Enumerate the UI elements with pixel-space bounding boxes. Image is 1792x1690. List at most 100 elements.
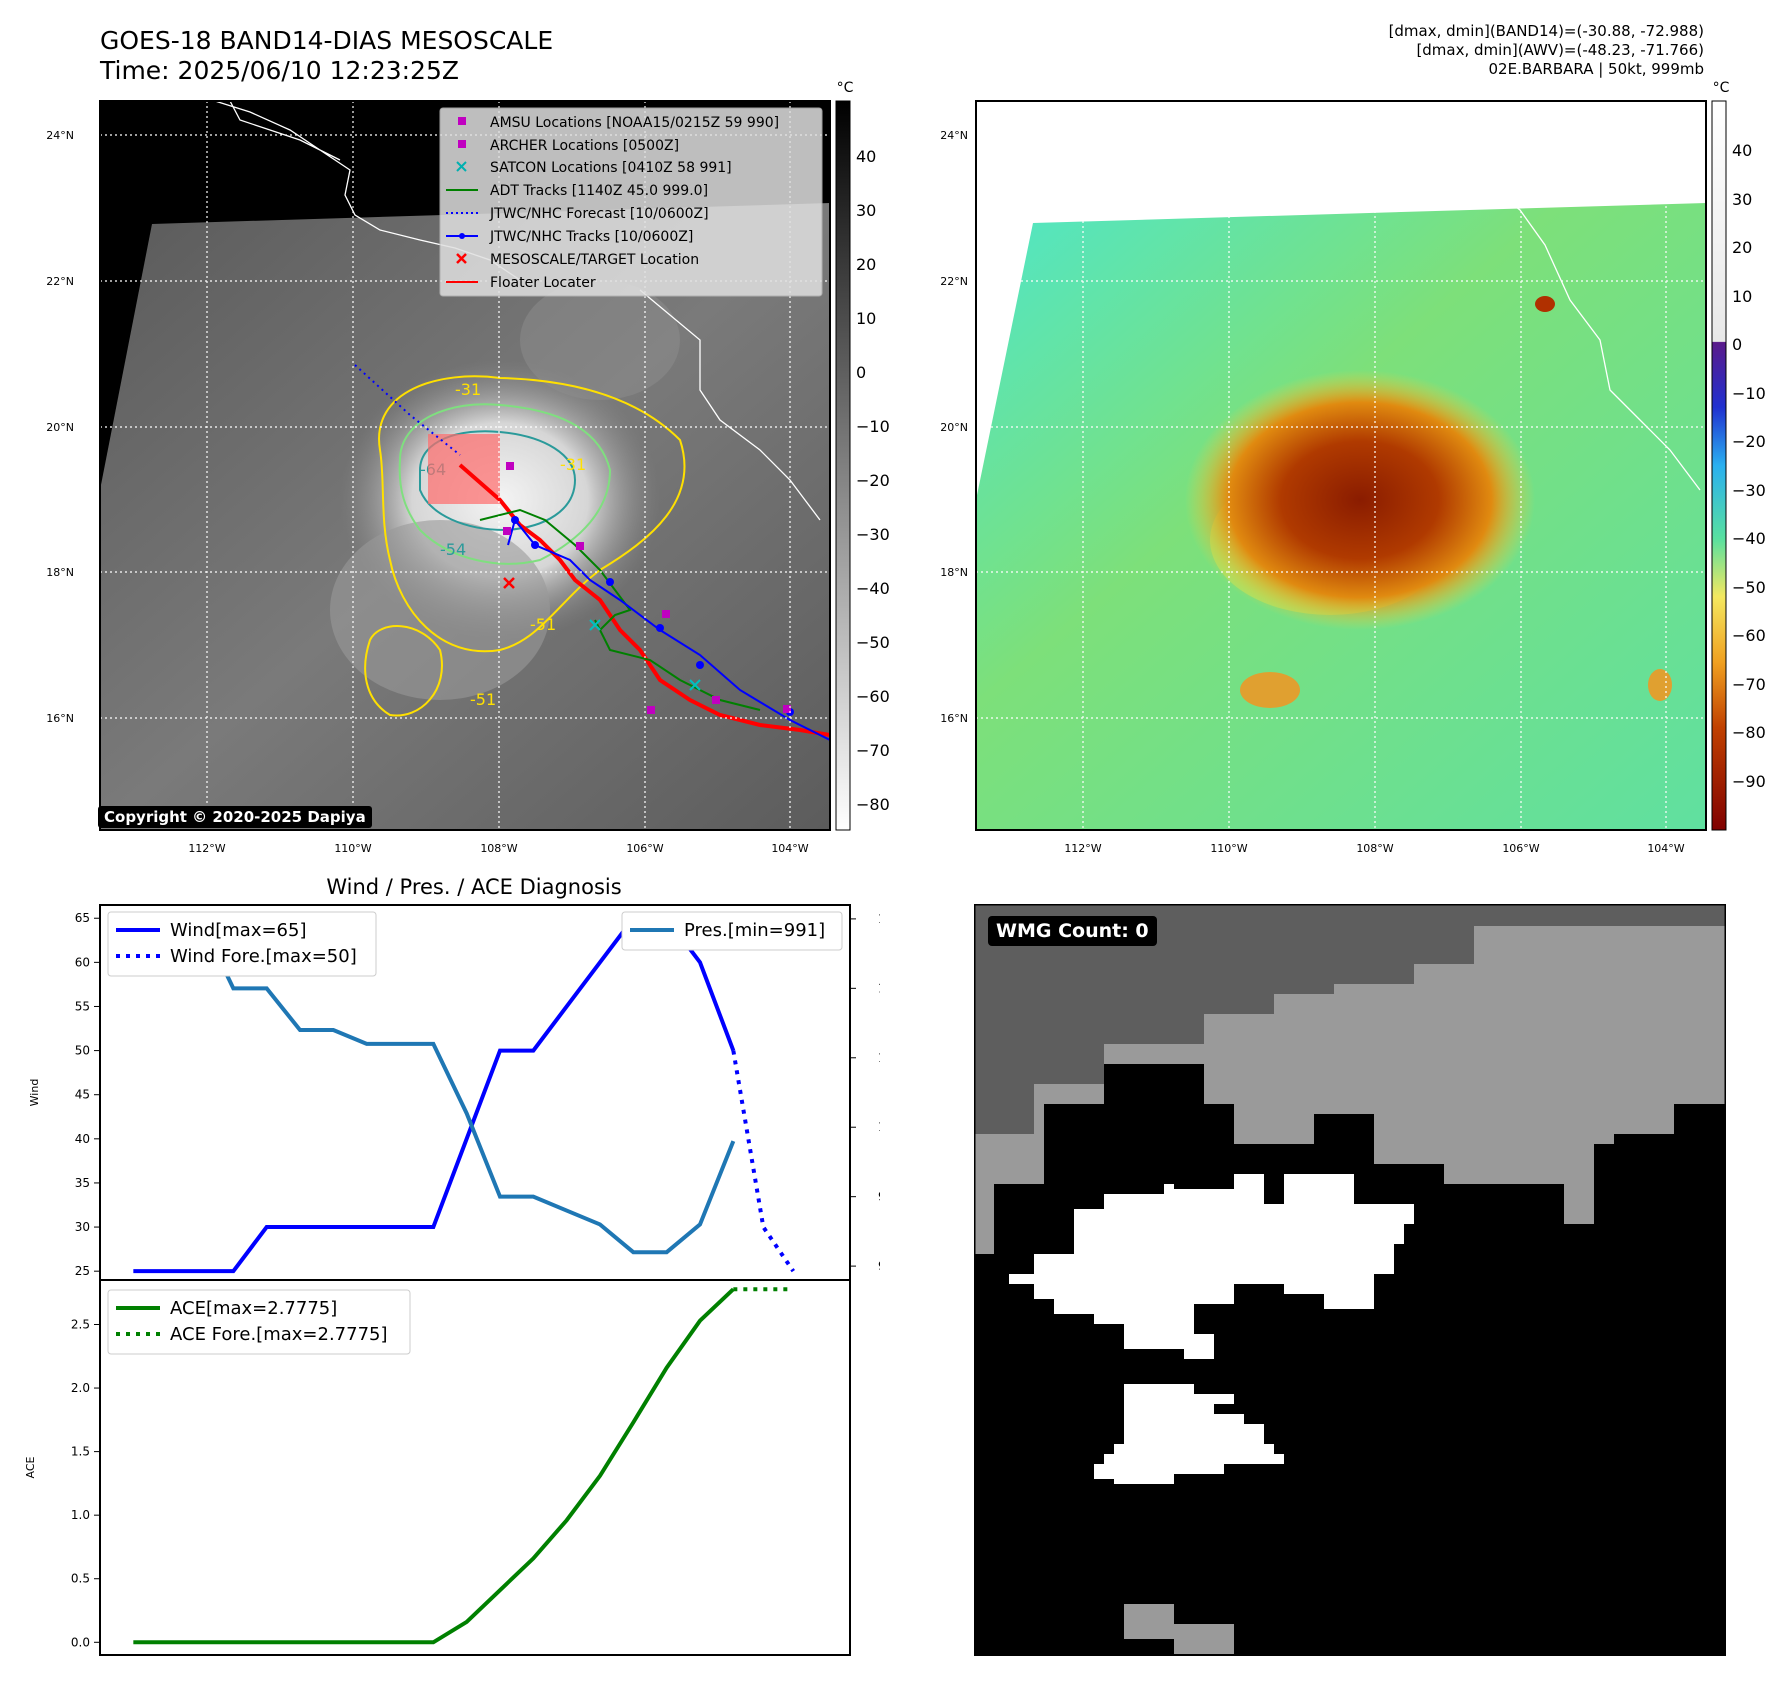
legend-item: SATCON Locations [0410Z 58 991]	[490, 160, 732, 176]
contour-teal	[419, 430, 577, 532]
contour-label: -54	[440, 540, 466, 559]
ir-colorbar-ticks: 40 30 20 10 0 −10 −20 −30 −40 −50 −60 −7…	[856, 147, 890, 814]
jtwc-track	[507, 517, 830, 741]
colorbar-tick: 10	[856, 309, 876, 328]
y-tick-label: 65	[75, 911, 90, 925]
y-axis-label: Wind	[28, 1079, 41, 1107]
colorbar-tick: 20	[856, 255, 876, 274]
stats-line-2: [dmax, dmin](AWV)=(-48.23, -71.766)	[1416, 41, 1704, 59]
lon-label: 108°W	[1356, 842, 1393, 855]
y-tick-label: 0.0	[71, 1635, 90, 1649]
ir-map-frame	[99, 100, 831, 831]
ir-cloud-north	[520, 280, 680, 400]
amsu-marker	[506, 462, 514, 470]
lat-label: 20°N	[940, 421, 968, 434]
colorbar-tick: −20	[1732, 432, 1766, 451]
colorbar-tick: 30	[1732, 190, 1752, 209]
color-lat-labels: 24°N 22°N 20°N 18°N 16°N	[940, 129, 968, 725]
colorbar-tick: −70	[1732, 675, 1766, 694]
color-colorbar-ticks: 40 30 20 10 0 −10 −20 −30 −40 −50 −60 −7…	[1732, 141, 1766, 791]
contour-yellow	[378, 375, 686, 653]
ir-map-figure: -64 -54 -51 -51 -31 -31	[46, 80, 1766, 855]
stats-line-1: [dmax, dmin](BAND14)=(-30.88, -72.988)	[1388, 22, 1704, 40]
wind-legend-box	[107, 911, 377, 977]
lon-label: 110°W	[334, 842, 371, 855]
ir-cloud-band	[330, 520, 550, 700]
stats-line-3: 02E.BARBARA | 50kt, 999mb	[1488, 60, 1704, 78]
color-cloud-cell	[1240, 672, 1300, 708]
y-right-tick-label: 1005	[878, 1051, 880, 1065]
colorbar-tick: −10	[856, 417, 890, 436]
legend-item: JTWC/NHC Tracks [10/0600Z]	[489, 229, 693, 245]
lon-label: 106°W	[1502, 842, 1539, 855]
colorbar-tick: −80	[856, 795, 890, 814]
archer-marker	[712, 696, 720, 704]
jtwc-point	[531, 541, 539, 549]
contour-green	[398, 403, 612, 565]
lon-label: 112°W	[188, 842, 225, 855]
lat-label: 24°N	[46, 129, 74, 142]
contour-label: -31	[560, 455, 586, 474]
colorbar-tick: −80	[1732, 723, 1766, 742]
archer-marker	[647, 706, 655, 714]
y-tick-label: 0.5	[71, 1572, 90, 1586]
y-right-tick-label: 1010	[878, 981, 880, 995]
lat-label: 22°N	[940, 275, 968, 288]
y-right-tick-label: 990	[878, 1259, 880, 1273]
colorbar-tick: −20	[856, 471, 890, 490]
y-tick-label: 40	[75, 1132, 90, 1146]
legend-item: JTWC/NHC Forecast [10/0600Z]	[489, 206, 709, 222]
satcon-markers	[589, 619, 701, 691]
lon-label: 104°W	[771, 842, 808, 855]
colorbar-tick: −10	[1732, 384, 1766, 403]
colorbar-tick: 0	[1732, 335, 1742, 354]
archer-marker	[662, 610, 670, 618]
lon-label: 112°W	[1064, 842, 1101, 855]
colorbar-tick: −30	[856, 525, 890, 544]
y-tick-label: 35	[75, 1176, 90, 1190]
copyright-label: Copyright © 2020-2025 Dapiya	[98, 806, 372, 828]
jtwc-point	[696, 661, 704, 669]
colorbar-tick: −60	[1732, 626, 1766, 645]
y-tick-label: 2.0	[71, 1381, 90, 1395]
lon-label: 104°W	[1647, 842, 1684, 855]
contour-label: -51	[530, 615, 556, 634]
legend-item: Floater Locater	[490, 275, 596, 291]
legend-item: MESOSCALE/TARGET Location	[490, 252, 699, 268]
lat-label: 18°N	[46, 566, 74, 579]
pres-legend-box	[621, 911, 843, 951]
legend-label: ACE[max=2.7775]	[170, 1298, 337, 1319]
colorbar-tick: −70	[856, 741, 890, 760]
contour-label: -31	[455, 380, 481, 399]
archer-marker	[783, 705, 791, 713]
jtwc-point	[511, 516, 519, 524]
colorbar-tick: 10	[1732, 287, 1752, 306]
wmg-region-white	[1009, 1174, 1414, 1359]
archer-marker	[576, 542, 584, 550]
colorbar-tick: 40	[1732, 141, 1752, 160]
lat-label: 22°N	[46, 275, 74, 288]
y-tick-label: 45	[75, 1088, 90, 1102]
legend-item: ADT Tracks [1140Z 45.0 999.0]	[490, 183, 708, 199]
colorbar-tick: 0	[856, 363, 866, 382]
lon-label: 108°W	[480, 842, 517, 855]
colorbar-tick: −90	[1732, 772, 1766, 791]
figure-title: GOES-18 BAND14-DIAS MESOSCALE Time: 2025/…	[100, 26, 553, 86]
color-map-area	[976, 101, 1706, 830]
colorbar-tick: −30	[1732, 481, 1766, 500]
y-tick-label: 2.5	[71, 1317, 90, 1331]
title-line-2: Time: 2025/06/10 12:23:25Z	[100, 56, 459, 85]
color-colorbar-unit: °C	[1713, 80, 1730, 96]
colorbar-tick: −40	[856, 579, 890, 598]
lat-label: 18°N	[940, 566, 968, 579]
color-lon-labels: 112°W 110°W 108°W 106°W 104°W	[1064, 842, 1684, 855]
lon-label: 110°W	[1210, 842, 1247, 855]
ace-legend-box	[107, 1289, 411, 1355]
ir-lat-labels: 24°N 22°N 20°N 18°N 16°N	[46, 129, 74, 725]
y-tick-label: 55	[75, 999, 90, 1013]
lat-label: 20°N	[46, 421, 74, 434]
colorbar-tick: −40	[1732, 529, 1766, 548]
color-map-frame	[975, 100, 1707, 831]
jtwc-point	[606, 578, 614, 586]
stats-block: [dmax, dmin](BAND14)=(-30.88, -72.988) […	[1389, 22, 1704, 79]
